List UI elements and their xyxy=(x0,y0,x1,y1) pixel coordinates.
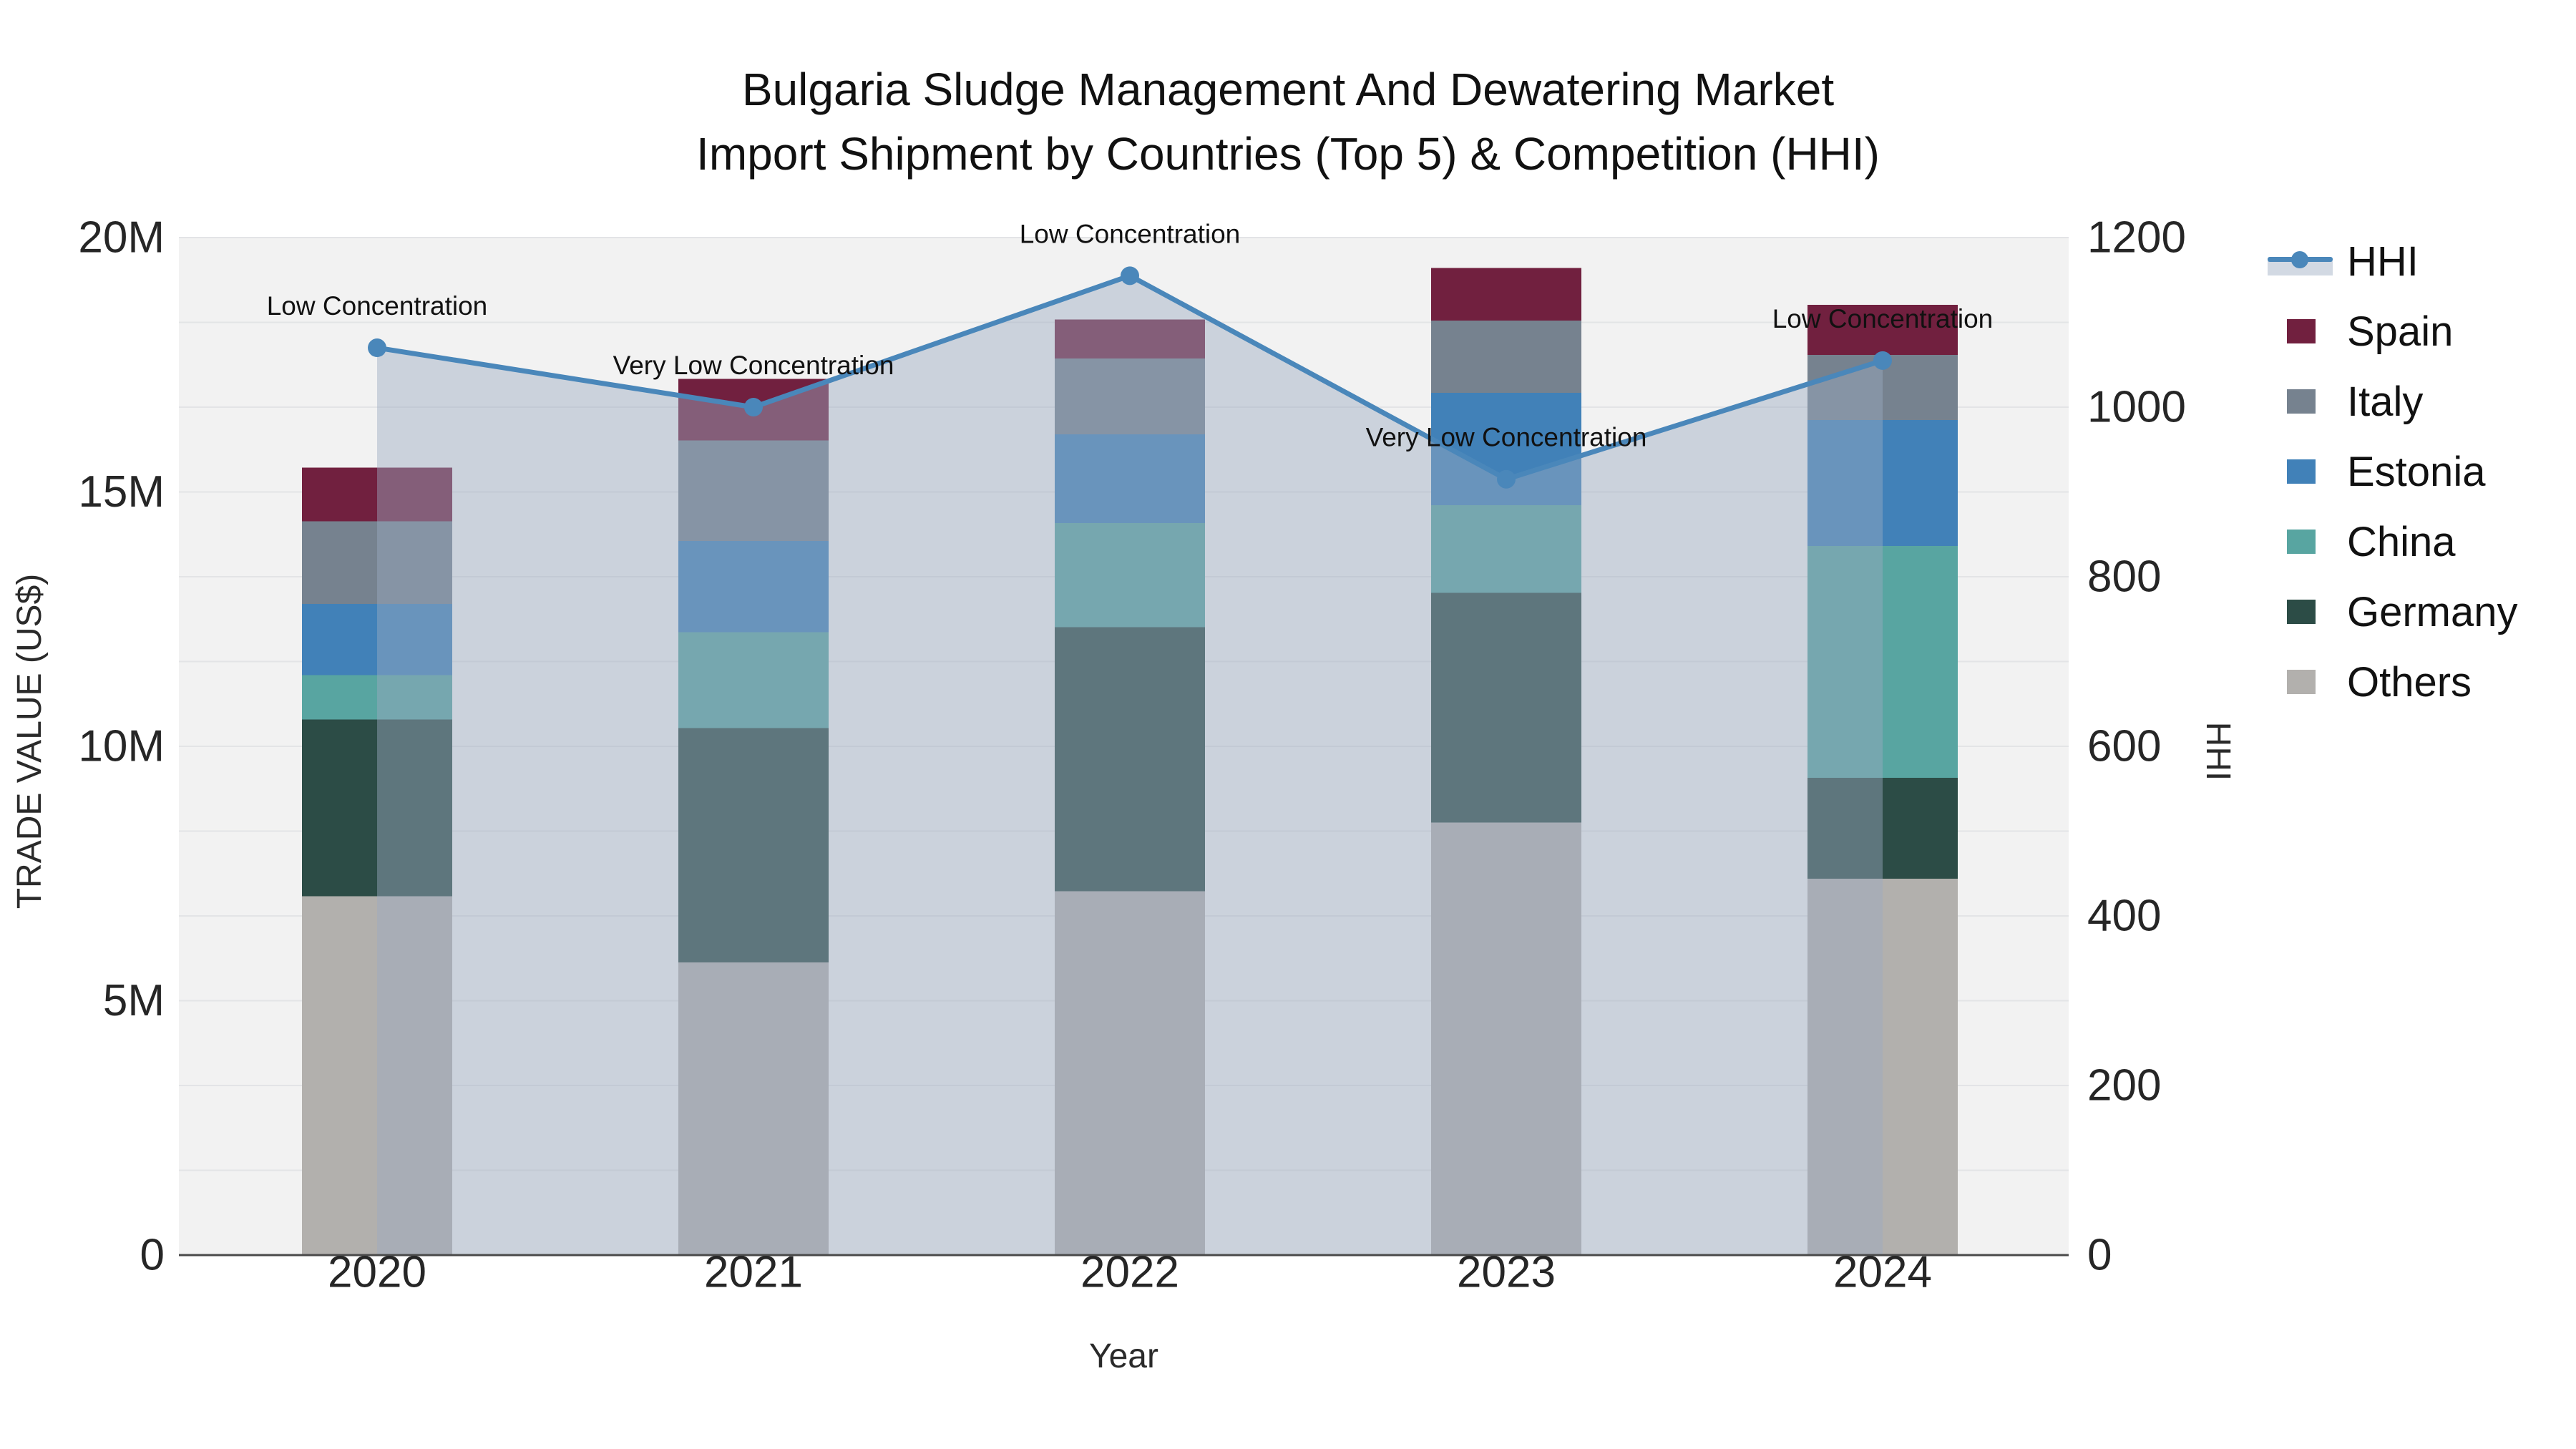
left-tick-10M: 10M xyxy=(78,722,165,771)
bar-segment-spain-2023[interactable] xyxy=(1431,268,1581,321)
hhi-marker-2022[interactable] xyxy=(1121,266,1139,286)
annotation-2024: Low Concentration xyxy=(1772,304,1994,333)
bar-segment-estonia-2021[interactable] xyxy=(678,540,829,633)
right-tick-1000: 1000 xyxy=(2087,383,2186,432)
bar-segment-spain-2020[interactable] xyxy=(302,467,452,522)
annotation-2022: Low Concentration xyxy=(1020,219,1241,248)
others-color-swatch xyxy=(2287,670,2316,694)
bar-segment-others-2021[interactable] xyxy=(678,962,829,1255)
bar-segment-germany-2021[interactable] xyxy=(678,728,829,963)
hhi-marker-2021[interactable] xyxy=(744,398,763,416)
hhi-marker-2024[interactable] xyxy=(1873,351,1892,370)
right-tick-1200: 1200 xyxy=(2087,213,2186,263)
legend-item-estonia[interactable]: Estonia xyxy=(2265,436,2518,507)
bar-segment-germany-2020[interactable] xyxy=(302,719,452,897)
legend: HHI Spain Italy Estonia China Germany Ot… xyxy=(2265,226,2518,717)
chart-title-line2: Import Shipment by Countries (Top 5) & C… xyxy=(696,128,1880,180)
bar-segment-spain-2022[interactable] xyxy=(1055,319,1205,359)
left-y-axis-title: TRADE VALUE (US$) xyxy=(11,573,49,909)
legend-label-italy: Italy xyxy=(2347,378,2424,425)
italy-color-swatch xyxy=(2287,389,2316,414)
left-tick-20M: 20M xyxy=(78,213,165,263)
bar-segment-china-2024[interactable] xyxy=(1807,545,1958,779)
bar-segment-estonia-2024[interactable] xyxy=(1807,420,1958,546)
right-tick-600: 600 xyxy=(2087,722,2161,771)
china-color-swatch xyxy=(2287,530,2316,554)
chart-title-line1: Bulgaria Sludge Management And Dewaterin… xyxy=(741,64,1835,115)
legend-item-italy[interactable]: Italy xyxy=(2265,366,2518,436)
bar-segment-others-2022[interactable] xyxy=(1055,891,1205,1255)
left-tick-5M: 5M xyxy=(103,976,165,1025)
legend-label-hhi: HHI xyxy=(2347,238,2419,285)
right-tick-800: 800 xyxy=(2087,552,2161,602)
x-axis-title: Year xyxy=(1089,1337,1158,1375)
right-tick-0: 0 xyxy=(2087,1231,2112,1280)
x-tick-2024: 2024 xyxy=(1833,1248,1932,1297)
right-y-axis-title: HHI xyxy=(2199,721,2237,781)
bar-segment-estonia-2022[interactable] xyxy=(1055,434,1205,523)
hhi-line-swatch xyxy=(2265,244,2347,278)
right-tick-400: 400 xyxy=(2087,892,2161,941)
bar-segment-italy-2022[interactable] xyxy=(1055,358,1205,435)
bar-segment-germany-2023[interactable] xyxy=(1431,592,1581,823)
legend-label-germany: Germany xyxy=(2347,588,2518,635)
legend-item-china[interactable]: China xyxy=(2265,507,2518,577)
legend-label-spain: Spain xyxy=(2347,308,2454,355)
x-tick-2020: 2020 xyxy=(328,1248,426,1297)
hhi-area-fill xyxy=(377,275,1883,1256)
legend-item-spain[interactable]: Spain xyxy=(2265,296,2518,366)
germany-color-swatch xyxy=(2287,600,2316,624)
annotation-2020: Low Concentration xyxy=(267,291,488,321)
bar-segment-italy-2020[interactable] xyxy=(302,521,452,604)
bar-segment-others-2024[interactable] xyxy=(1807,878,1958,1255)
bar-segment-spain-2024[interactable] xyxy=(1807,304,1958,356)
hhi-marker-2023[interactable] xyxy=(1497,469,1516,489)
spain-color-swatch xyxy=(2287,319,2316,343)
annotation-2023: Very Low Concentration xyxy=(1366,423,1647,452)
bar-segment-estonia-2020[interactable] xyxy=(302,603,452,675)
right-tick-200: 200 xyxy=(2087,1061,2161,1111)
bar-segment-china-2021[interactable] xyxy=(678,632,829,728)
legend-label-estonia: Estonia xyxy=(2347,448,2486,495)
x-tick-2022: 2022 xyxy=(1080,1248,1179,1297)
x-tick-2023: 2023 xyxy=(1457,1248,1556,1297)
bar-segment-others-2023[interactable] xyxy=(1431,822,1581,1255)
bar-segment-others-2020[interactable] xyxy=(302,896,452,1255)
x-tick-2021: 2021 xyxy=(704,1248,803,1297)
bar-segment-china-2022[interactable] xyxy=(1055,522,1205,628)
estonia-color-swatch xyxy=(2287,459,2316,484)
annotation-2021: Very Low Concentration xyxy=(613,351,894,380)
hhi-area-swatch-band xyxy=(2268,261,2333,275)
legend-label-china: China xyxy=(2347,518,2456,565)
left-tick-0: 0 xyxy=(140,1231,165,1280)
bar-segment-germany-2022[interactable] xyxy=(1055,627,1205,892)
legend-item-hhi[interactable]: HHI xyxy=(2265,226,2518,296)
hhi-marker-swatch-dot xyxy=(2291,251,2308,268)
legend-label-others: Others xyxy=(2347,658,2472,706)
hhi-marker-2020[interactable] xyxy=(368,338,386,358)
bar-segment-china-2023[interactable] xyxy=(1431,504,1581,593)
bar-segment-china-2020[interactable] xyxy=(302,675,452,720)
bar-segment-italy-2023[interactable] xyxy=(1431,320,1581,393)
legend-item-germany[interactable]: Germany xyxy=(2265,577,2518,647)
bar-segment-germany-2024[interactable] xyxy=(1807,778,1958,879)
left-tick-15M: 15M xyxy=(78,467,165,517)
bar-segment-italy-2021[interactable] xyxy=(678,440,829,541)
legend-item-others[interactable]: Others xyxy=(2265,647,2518,717)
